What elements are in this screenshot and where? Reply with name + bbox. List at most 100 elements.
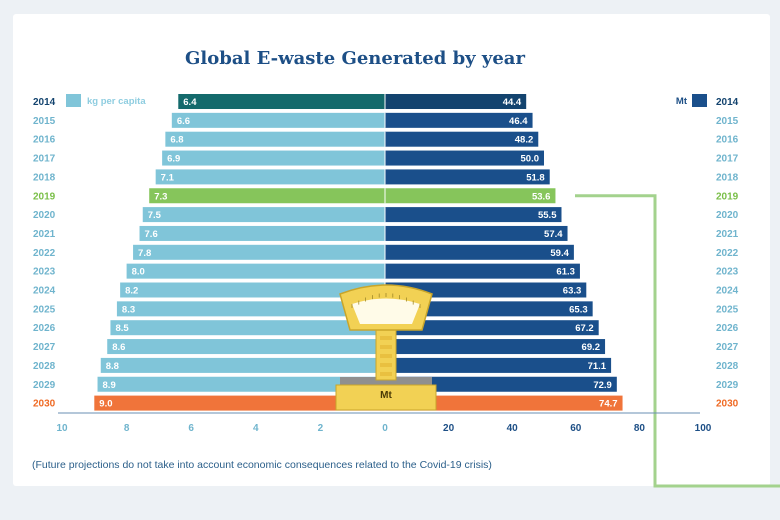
year-right-2017: 2017	[716, 154, 739, 165]
year-left-2015: 2015	[33, 116, 56, 127]
year-right-2026: 2026	[716, 323, 739, 334]
bar-mt-2028	[385, 357, 612, 373]
label-mt-2020: 55.5	[538, 210, 557, 221]
label-kg-2027: 8.6	[112, 342, 125, 353]
label-kg-2016: 6.8	[170, 135, 183, 146]
year-right-2021: 2021	[716, 229, 739, 240]
connector-line-2019	[575, 194, 780, 488]
year-left-2018: 2018	[33, 172, 56, 183]
label-kg-2020: 7.5	[148, 210, 162, 221]
bar-kg-2018	[155, 169, 385, 185]
legend-right-swatch	[692, 94, 707, 107]
year-left-2016: 2016	[33, 135, 56, 146]
label-kg-2023: 8.0	[132, 267, 145, 278]
label-mt-2019: 53.6	[532, 191, 551, 202]
year-right-2022: 2022	[716, 248, 739, 259]
label-kg-2022: 7.8	[138, 248, 151, 259]
label-kg-2019: 7.3	[154, 191, 167, 202]
bar-kg-2014	[178, 94, 385, 109]
year-right-2024: 2024	[716, 286, 739, 297]
footnote: (Future projections do not take into acc…	[32, 459, 492, 471]
bar-kg-2029	[97, 376, 385, 392]
year-left-2019: 2019	[33, 191, 56, 202]
label-mt-2024: 63.3	[563, 286, 582, 297]
scale-stem-stripe	[380, 345, 392, 349]
tick-left-6: 6	[188, 423, 194, 434]
label-mt-2026: 67.2	[575, 323, 594, 334]
label-mt-2029: 72.9	[593, 380, 612, 391]
year-left-2023: 2023	[33, 267, 56, 278]
legend-left-swatch	[66, 94, 81, 107]
scale-stem-stripe	[380, 363, 392, 367]
year-right-2019: 2019	[716, 191, 739, 202]
year-left-2024: 2024	[33, 286, 56, 297]
label-mt-2030: 74.7	[599, 399, 618, 410]
scale-stem-stripe	[380, 372, 392, 376]
tick-right-100: 100	[695, 423, 712, 434]
year-right-2023: 2023	[716, 267, 739, 278]
bar-mt-2020	[385, 207, 562, 223]
bar-mt-2019	[385, 188, 556, 204]
label-mt-2022: 59.4	[550, 248, 569, 259]
bar-mt-2023	[385, 263, 580, 279]
bar-mt-2030	[385, 395, 623, 411]
year-right-2015: 2015	[716, 116, 739, 127]
year-left-2021: 2021	[33, 229, 56, 240]
year-left-2029: 2029	[33, 380, 56, 391]
label-mt-2025: 65.3	[569, 304, 588, 315]
bar-kg-2026	[110, 320, 385, 336]
scale-illustration: Mt	[335, 284, 437, 411]
bar-kg-2028	[100, 357, 385, 373]
legend-left-label: kg per capita	[87, 96, 146, 107]
year-right-2025: 2025	[716, 304, 739, 315]
bar-kg-2022	[133, 244, 385, 260]
label-mt-2023: 61.3	[556, 267, 575, 278]
scale-stem-stripe	[380, 354, 392, 358]
year-left-2014: 2014	[33, 97, 56, 108]
year-right-2018: 2018	[716, 172, 739, 183]
tick-right-80: 80	[634, 423, 646, 434]
scale-stem-stripe	[380, 336, 392, 340]
bar-mt-2018	[385, 169, 550, 185]
bar-kg-2020	[142, 207, 385, 223]
year-left-2028: 2028	[33, 361, 56, 372]
bar-mt-2021	[385, 225, 568, 241]
label-kg-2015: 6.6	[177, 116, 190, 127]
bars-group: 6.4 44.4 2014 2014 6.6 46.4 2015 2015 6.8 48.2 201…	[33, 94, 739, 411]
connector-path	[575, 194, 780, 488]
label-kg-2028: 8.8	[106, 361, 119, 372]
label-mt-2027: 69.2	[582, 342, 601, 353]
bar-kg-2027	[107, 339, 385, 355]
label-mt-2017: 50.0	[521, 154, 540, 165]
label-kg-2026: 8.5	[115, 323, 129, 334]
bar-mt-2025	[385, 301, 593, 317]
chart-title: Global E-waste Generated by year	[185, 48, 525, 69]
year-right-2020: 2020	[716, 210, 739, 221]
year-left-2027: 2027	[33, 342, 56, 353]
bar-mt-2017	[385, 150, 544, 166]
label-mt-2018: 51.8	[526, 172, 545, 183]
year-right-2028: 2028	[716, 361, 739, 372]
label-kg-2014: 6.4	[183, 97, 197, 108]
label-mt-2028: 71.1	[588, 361, 607, 372]
bar-kg-2023	[126, 263, 385, 279]
bar-kg-2030	[94, 395, 386, 411]
label-kg-2021: 7.6	[145, 229, 158, 240]
year-left-2026: 2026	[33, 323, 56, 334]
bar-kg-2017	[162, 150, 385, 166]
tick-left-10: 10	[56, 423, 68, 434]
year-right-2016: 2016	[716, 135, 739, 146]
tick-right-20: 20	[443, 423, 455, 434]
label-kg-2024: 8.2	[125, 286, 138, 297]
label-mt-2021: 57.4	[544, 229, 563, 240]
legend-right-label: Mt	[676, 96, 688, 107]
year-left-2025: 2025	[33, 304, 56, 315]
year-right-2014: 2014	[716, 97, 739, 108]
bar-kg-2016	[165, 131, 385, 147]
year-left-2030: 2030	[33, 399, 56, 410]
year-left-2022: 2022	[33, 248, 56, 259]
scale-base	[335, 384, 437, 411]
label-mt-2014: 44.4	[503, 97, 522, 108]
year-right-2027: 2027	[716, 342, 739, 353]
